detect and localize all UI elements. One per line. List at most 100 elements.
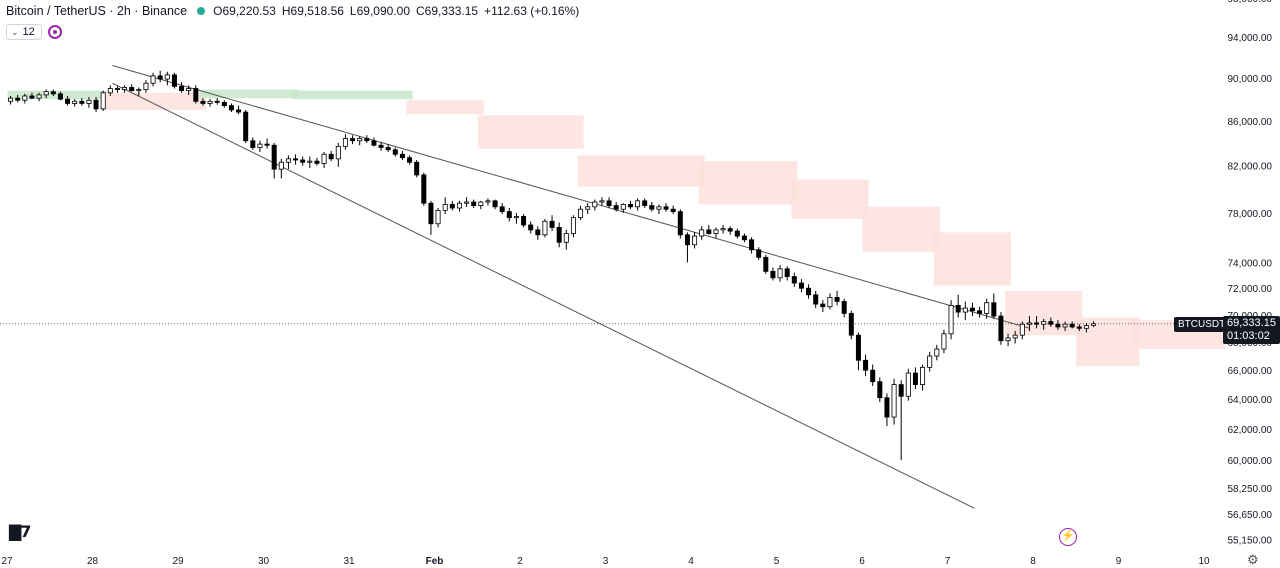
candle <box>79 98 85 106</box>
symbol-title[interactable]: Bitcoin / TetherUS · 2h · Binance <box>6 4 188 18</box>
cloud-segment <box>1076 317 1140 366</box>
candle <box>713 227 719 239</box>
candle <box>948 300 954 340</box>
candle <box>93 97 99 113</box>
candle <box>335 143 341 167</box>
cloud-segment <box>577 155 705 187</box>
candle <box>692 232 698 249</box>
candle <box>556 222 562 248</box>
candle <box>357 136 363 146</box>
ohlc-low: L69,090.00 <box>349 4 410 18</box>
ohlc-close: C69,333.15 <box>416 4 479 18</box>
candle <box>300 156 306 166</box>
gear-icon[interactable]: ⚙ <box>1247 552 1259 567</box>
candle <box>150 72 156 87</box>
symbol-legend: Bitcoin / TetherUS · 2h · Binance O69,22… <box>6 4 579 18</box>
candle <box>1048 317 1054 327</box>
candle <box>435 208 441 228</box>
candle <box>1076 324 1082 332</box>
candle <box>328 150 334 162</box>
candle <box>1069 321 1075 329</box>
candle <box>841 298 847 318</box>
lightning-icon[interactable]: ⚡ <box>1059 528 1077 546</box>
candle <box>855 332 861 371</box>
candle <box>1062 321 1068 332</box>
candle <box>464 197 470 207</box>
y-tick-label: 78,000.00 <box>1228 209 1273 220</box>
candle <box>535 226 541 240</box>
x-tick-label: 2 <box>517 556 523 567</box>
candle <box>122 85 128 93</box>
sync-icon[interactable] <box>47 25 62 39</box>
y-tick-label: 56,650.00 <box>1228 510 1273 521</box>
tradingview-logo-icon[interactable]: ▇7 <box>9 522 31 541</box>
candle <box>157 70 163 83</box>
candle <box>848 310 854 340</box>
x-tick-label: 3 <box>603 556 609 567</box>
symbol-price-tag: BTCUSDT <box>1174 317 1230 332</box>
candle <box>478 200 484 210</box>
candle <box>1034 316 1040 329</box>
candle <box>200 98 206 106</box>
candle <box>592 199 598 211</box>
time-axis[interactable]: 27 28 29 30 31 Feb 2 3 4 5 6 7 8 9 10 <box>1 556 1210 567</box>
y-tick-label: 64,000.00 <box>1228 395 1273 406</box>
candle <box>407 155 413 165</box>
candle <box>870 364 876 387</box>
price-axis[interactable]: 98,000.00 94,000.00 90,000.00 86,000.00 82,0… <box>1228 0 1273 546</box>
candle <box>371 137 377 147</box>
candle <box>1055 320 1061 330</box>
candle <box>100 90 106 112</box>
candle <box>699 226 705 240</box>
candle <box>1005 333 1011 347</box>
candle <box>136 87 142 96</box>
trendline-lower[interactable] <box>112 82 975 509</box>
indicator-count: 12 <box>22 26 35 38</box>
x-tick-label: 6 <box>859 556 865 567</box>
candle <box>513 212 519 224</box>
x-tick-label: 9 <box>1116 556 1122 567</box>
candle <box>143 80 149 93</box>
trendline-upper[interactable] <box>112 65 1031 329</box>
candle <box>663 203 669 212</box>
y-tick-label: 58,250.00 <box>1228 484 1273 495</box>
cloud-segment <box>292 90 413 100</box>
y-tick-label: 55,150.00 <box>1228 535 1273 546</box>
candle <box>179 82 185 93</box>
candle <box>456 200 462 212</box>
candle <box>898 380 904 460</box>
candle <box>741 233 747 243</box>
candle <box>57 91 63 101</box>
chevron-down-icon: ⌄ <box>11 26 19 37</box>
candles <box>8 70 1097 460</box>
candle <box>620 203 626 213</box>
candle <box>1041 318 1047 330</box>
candle <box>891 378 897 425</box>
cloud-segment <box>698 161 798 205</box>
candle <box>642 198 648 209</box>
candle <box>777 264 783 282</box>
x-tick-label: Feb <box>426 556 444 567</box>
candle <box>86 97 92 108</box>
y-tick-label: 72,000.00 <box>1228 284 1273 295</box>
candle <box>50 89 56 96</box>
candle <box>756 247 762 260</box>
candle <box>207 99 213 107</box>
x-tick-label: 31 <box>343 556 355 567</box>
candle <box>392 147 398 157</box>
candle <box>171 72 177 89</box>
cloud-segment <box>406 100 484 115</box>
candle <box>186 85 192 95</box>
candle <box>107 85 113 96</box>
candle <box>1083 322 1089 333</box>
candle <box>193 85 199 104</box>
candle <box>528 221 534 234</box>
ichimoku-cloud <box>7 89 1280 366</box>
indicators-toggle-button[interactable]: ⌄ 12 <box>6 24 42 40</box>
last-price-tag: 69,333.15 01:03:02 <box>1223 316 1280 344</box>
candle <box>36 92 42 102</box>
candle <box>962 301 968 321</box>
y-tick-label: 74,000.00 <box>1228 258 1273 269</box>
y-tick-label: 60,000.00 <box>1228 456 1273 467</box>
